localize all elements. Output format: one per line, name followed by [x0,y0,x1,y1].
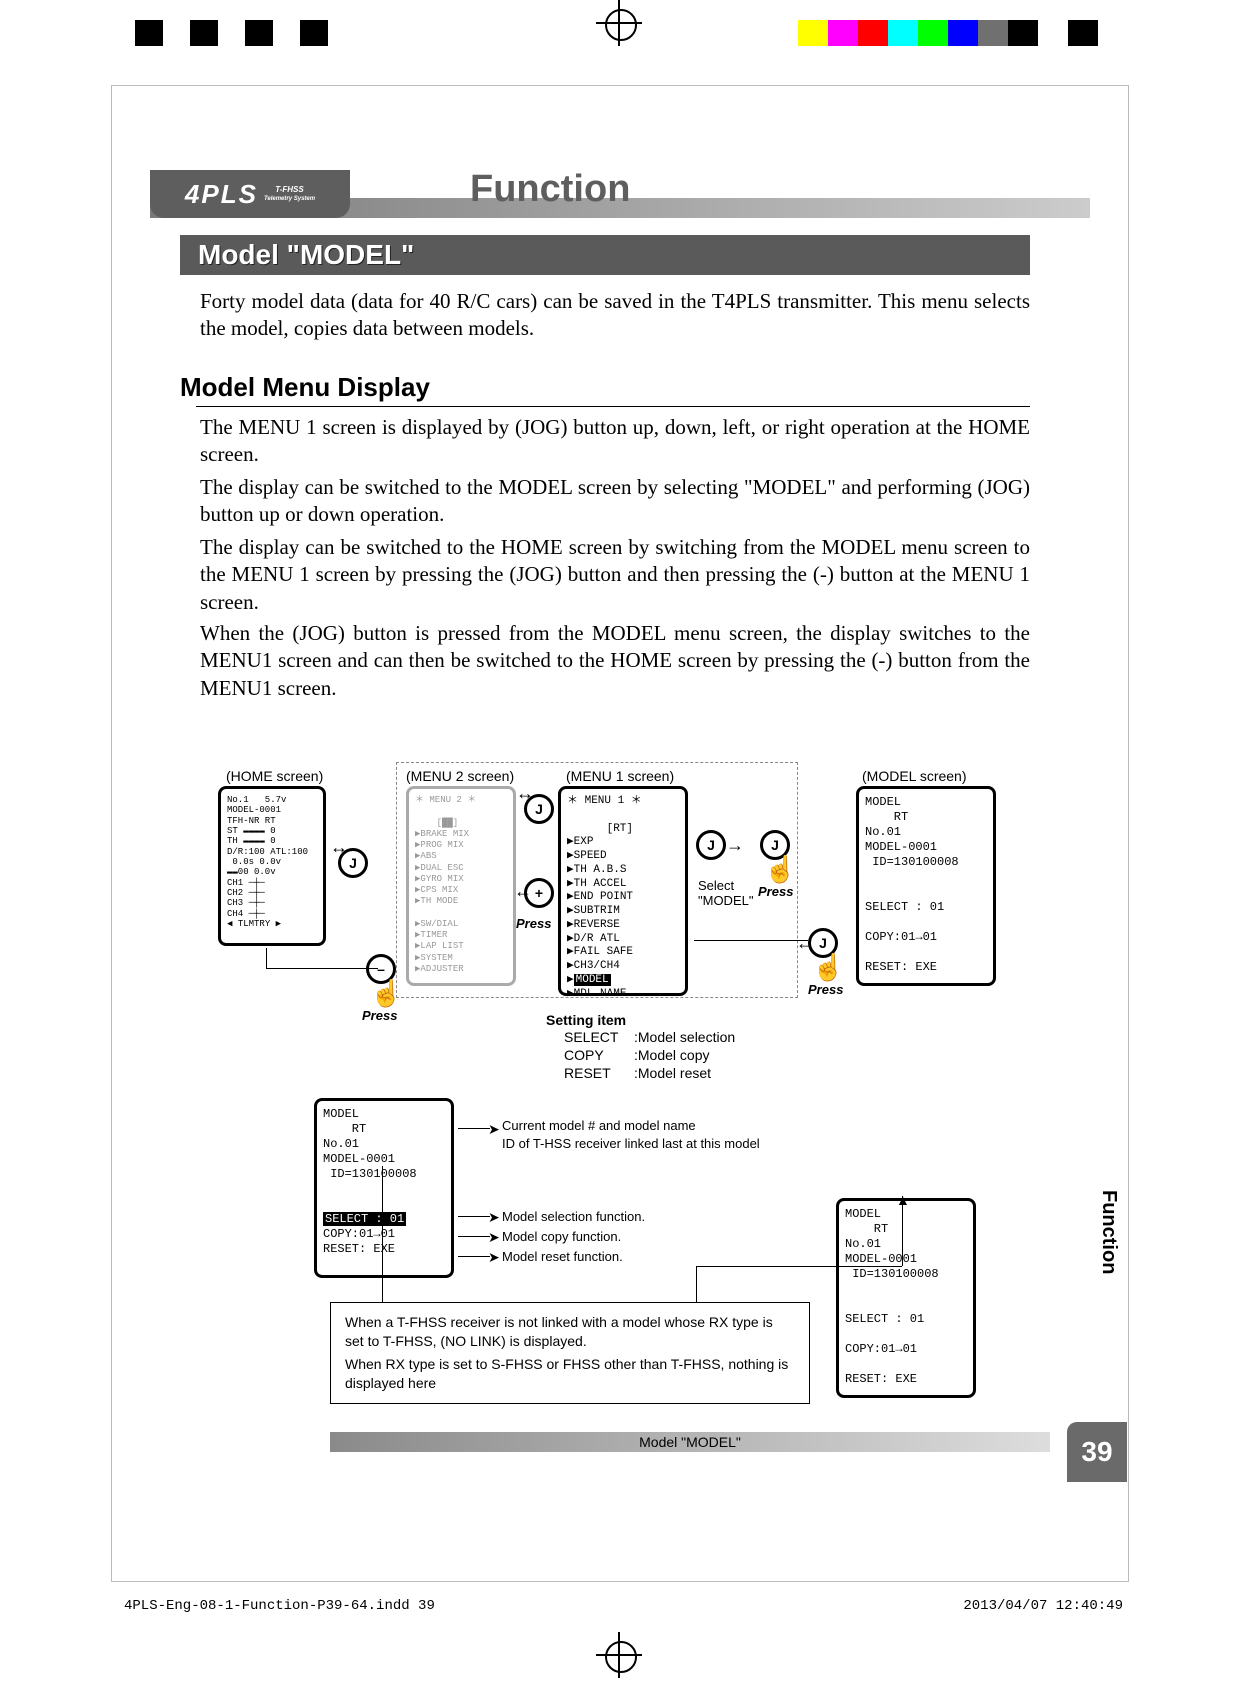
jog-button-icon: J [696,830,726,860]
page-number: 39 [1067,1422,1127,1482]
note-current-model: Current model # and model name [502,1118,696,1133]
page-title: Function [470,168,630,211]
hand-icon: ☝ [370,980,402,1006]
label-home-screen: (HOME screen) [226,768,323,784]
lcd-model: MODEL RT No.01 MODEL-0001 ID=130100008 S… [856,786,996,986]
note-select: Model selection function. [502,1209,645,1224]
lcd-model-detail: MODEL RT No.01 MODEL-0001 ID=130100008 S… [314,1098,454,1278]
setting-item-heading: Setting item [546,1012,735,1028]
select-model-label: Select "MODEL" [698,878,778,908]
product-logo: 4PLS T-FHSS Telemetry System [150,170,350,218]
section-intro: Forty model data (data for 40 R/C cars) … [200,288,1030,343]
colorbar-right [768,20,1128,46]
note-copy: Model copy function. [502,1229,621,1244]
info-box: When a T-FHSS receiver is not linked wit… [330,1302,810,1404]
paragraph-3: The display can be switched to the HOME … [200,534,1030,616]
footer-caption-bar: Model "MODEL" [330,1432,1050,1452]
label-model-screen: (MODEL screen) [862,768,967,784]
lcd-menu1: ＊ MENU 1 ＊ [RT] ▶EXP ▶SPEED ▶TH A.B.S ▶T… [558,786,688,996]
press-label: Press [362,1008,397,1023]
press-label: Press [516,916,551,931]
logo-text: 4PLS [185,179,258,210]
note-reset: Model reset function. [502,1249,623,1264]
subsection-heading: Model Menu Display [180,372,430,403]
lcd-menu2: ＊ MENU 2 ＊ [██] ▶BRAKE MIX ▶PROG MIX ▶AB… [406,786,516,986]
note-id: ID of T-HSS receiver linked last at this… [502,1136,760,1151]
section-heading: Model "MODEL" [180,235,1030,275]
paragraph-1: The MENU 1 screen is displayed by (JOG) … [200,414,1030,469]
press-label: Press [808,982,843,997]
navigation-diagram: (HOME screen) (MENU 2 screen) (MENU 1 sc… [196,768,1030,1408]
registration-mark-bottom [596,1632,642,1678]
paragraph-2: The display can be switched to the MODEL… [200,474,1030,529]
imprint-file: 4PLS-Eng-08-1-Function-P39-64.indd 39 [124,1598,435,1614]
lcd-home: No.1 5.7v MODEL-0001 TFH-NR RT ST ▬▬▬▬ 0… [218,786,326,946]
info-line2: When RX type is set to S-FHSS or FHSS ot… [345,1355,795,1393]
colorbar-left [135,20,355,46]
rule [196,406,1030,407]
side-tab-text: Function [1097,1190,1120,1274]
lcd-model-right: MODEL RT No.01 MODEL-0001 ID=130100008 S… [836,1198,976,1398]
logo-subtext: T-FHSS Telemetry System [264,186,315,202]
registration-mark-top [596,0,642,46]
setting-item-block: Setting item SELECT:Model selectionCOPY:… [546,1012,735,1083]
footer-caption: Model "MODEL" [639,1434,741,1450]
info-line1: When a T-FHSS receiver is not linked wit… [345,1313,795,1351]
imprint-time: 2013/04/07 12:40:49 [963,1598,1123,1614]
hand-icon: ☝ [812,954,844,980]
paragraph-4: When the (JOG) button is pressed from th… [200,620,1030,702]
